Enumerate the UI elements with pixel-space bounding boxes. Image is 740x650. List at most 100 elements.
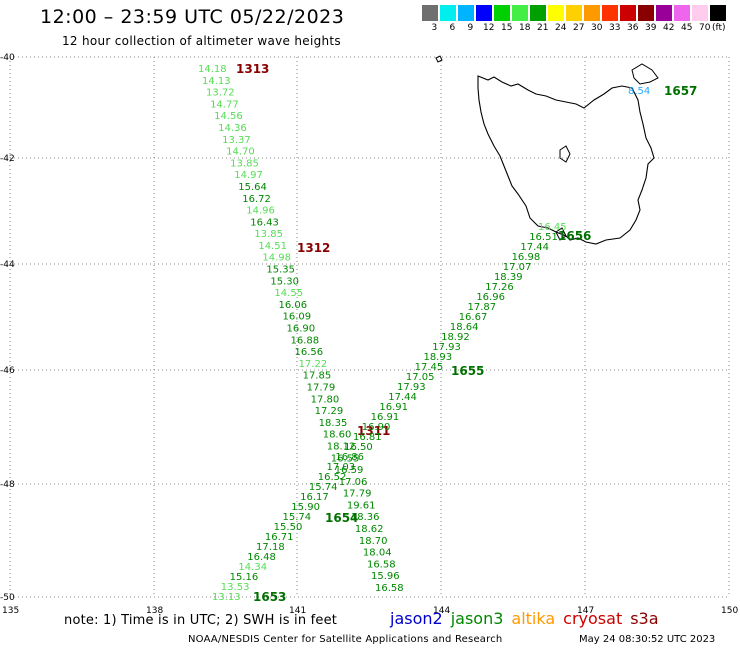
scale-swatch (512, 5, 528, 21)
scale-swatch (458, 5, 474, 21)
wave-height-label: 18.60 (323, 430, 352, 441)
wave-height-label: 13.85 (254, 229, 283, 240)
scale-label: 27 (573, 23, 585, 33)
wave-height-label: 16.67 (459, 312, 488, 323)
wave-height-label: 16.06 (278, 300, 307, 311)
scale-swatch (602, 5, 618, 21)
wave-height-label: 18.12 (327, 441, 356, 452)
wave-height-label: 17.93 (432, 342, 461, 353)
scale-label: 21 (537, 23, 549, 33)
wave-height-label: 16.91 (379, 402, 408, 413)
scale-swatch (530, 5, 546, 21)
wave-height-label: 17.06 (339, 477, 368, 488)
wave-height-label: 16.52 (318, 472, 347, 483)
wave-height-label: 17.45 (415, 362, 444, 373)
axis-tick-labels: 135 138 141 144 147 150 -40 -42 -44 -46 -48 -50 (0, 53, 738, 616)
pass-time-label: 1313 (236, 62, 269, 76)
wave-height-label: 17.03 (327, 462, 356, 473)
wave-height-label: 13.13 (212, 592, 241, 603)
wave-height-label: 13.37 (222, 135, 251, 146)
wave-height-label: 18.39 (494, 272, 523, 283)
wave-height-label: 15.64 (238, 182, 267, 193)
wave-height-label: 14.55 (274, 288, 303, 299)
wave-height-label: 15.90 (291, 502, 320, 513)
small-island (435, 55, 443, 63)
wave-height-label: 17.93 (397, 382, 426, 393)
tasmania-coastline (435, 55, 659, 245)
lat-tick-label: -40 (0, 53, 15, 63)
scale-swatch (710, 5, 726, 21)
wave-height-label: 14.97 (234, 170, 263, 181)
wave-height-label: 17.22 (299, 359, 328, 370)
scale-swatch (656, 5, 672, 21)
wave-height-label: 16.17 (300, 492, 329, 503)
lon-tick-label: 147 (577, 606, 594, 616)
scale-label: (ft) (712, 23, 726, 33)
wave-height-label: 13.53 (221, 582, 250, 593)
wave-height-label: 17.44 (388, 392, 417, 403)
scale-swatch (674, 5, 690, 21)
wave-height-label: 16.81 (353, 432, 382, 443)
wave-height-label: 17.29 (315, 406, 344, 417)
wave-height-label: 18.70 (359, 536, 388, 547)
wave-height-label: 14.98 (262, 253, 291, 264)
scale-swatch (638, 5, 654, 21)
pass-time-label: 1311 (357, 424, 390, 438)
wave-height-label: 17.18 (256, 542, 285, 553)
satellite-legend-item: jason3 (450, 609, 504, 628)
scale-swatch (692, 5, 708, 21)
scale-label: 36 (627, 23, 639, 33)
wave-height-label: 18.93 (423, 352, 452, 363)
wave-height-label: 8.54 (628, 86, 650, 97)
scale-label: 9 (467, 23, 474, 33)
lon-tick-label: 150 (721, 606, 738, 616)
wave-height-label: 16.59 (335, 465, 364, 476)
scale-swatch (584, 5, 600, 21)
pass-time-label: 1312 (297, 241, 330, 255)
wave-height-label: 18.64 (450, 322, 479, 333)
wave-height-label: 16.88 (291, 335, 320, 346)
wave-height-label: 17.80 (311, 394, 340, 405)
wave-height-label: 15.74 (309, 482, 338, 493)
page-title: 12:00 – 23:59 UTC 05/22/2023 (40, 6, 345, 28)
wave-height-label: 16.86 (335, 452, 364, 463)
wave-height-label: 16.51 (529, 232, 558, 243)
scale-label: 3 (431, 23, 438, 33)
wave-height-label: 14.18 (198, 64, 227, 75)
wave-height-label: 15.74 (282, 512, 311, 523)
scale-swatch (476, 5, 492, 21)
satellite-legend-item: s3a (630, 609, 659, 628)
scale-swatch (566, 5, 582, 21)
pass-time-label: 1656 (558, 229, 591, 243)
scale-label: 45 (681, 23, 693, 33)
pass-time-label: 1654 (325, 511, 358, 525)
wave-height-label: 15.50 (274, 522, 303, 533)
flinders-island (631, 63, 659, 85)
wave-height-label: 16.43 (250, 217, 279, 228)
scale-label: 33 (609, 23, 621, 33)
wave-height-label: 17.05 (406, 372, 435, 383)
wave-height-label: 16.45 (538, 222, 567, 233)
wave-height-label: 19.61 (347, 500, 376, 511)
inner-island-contour (559, 145, 571, 163)
wave-height-label: 13.85 (230, 158, 259, 169)
wave-height-label: 16.50 (344, 442, 373, 453)
wave-height-label: 16.56 (295, 347, 324, 358)
satellite-legend-item: cryosat (563, 609, 623, 628)
wave-height-label: 17.87 (468, 302, 497, 313)
wave-height-label: 16.58 (375, 583, 404, 594)
wave-height-label: 18.92 (441, 332, 470, 343)
note-text: note: 1) Time is in UTC; 2) SWH is in fe… (64, 613, 338, 628)
lat-tick-label: -48 (0, 480, 15, 490)
wave-height-label: 16.55 (331, 453, 360, 464)
lat-tick-label: -46 (0, 366, 15, 376)
scale-label: 12 (483, 23, 495, 33)
lat-tick-label: -50 (0, 593, 15, 603)
wave-height-labels: 14.1814.1313.7214.7714.5614.3613.3714.70… (198, 62, 697, 604)
wave-height-label: 14.77 (210, 99, 239, 110)
wave-height-label: 15.96 (371, 571, 400, 582)
wave-height-label: 17.79 (343, 489, 372, 500)
pass-time-label: 1653 (253, 590, 286, 604)
wave-height-label: 17.85 (303, 371, 332, 382)
